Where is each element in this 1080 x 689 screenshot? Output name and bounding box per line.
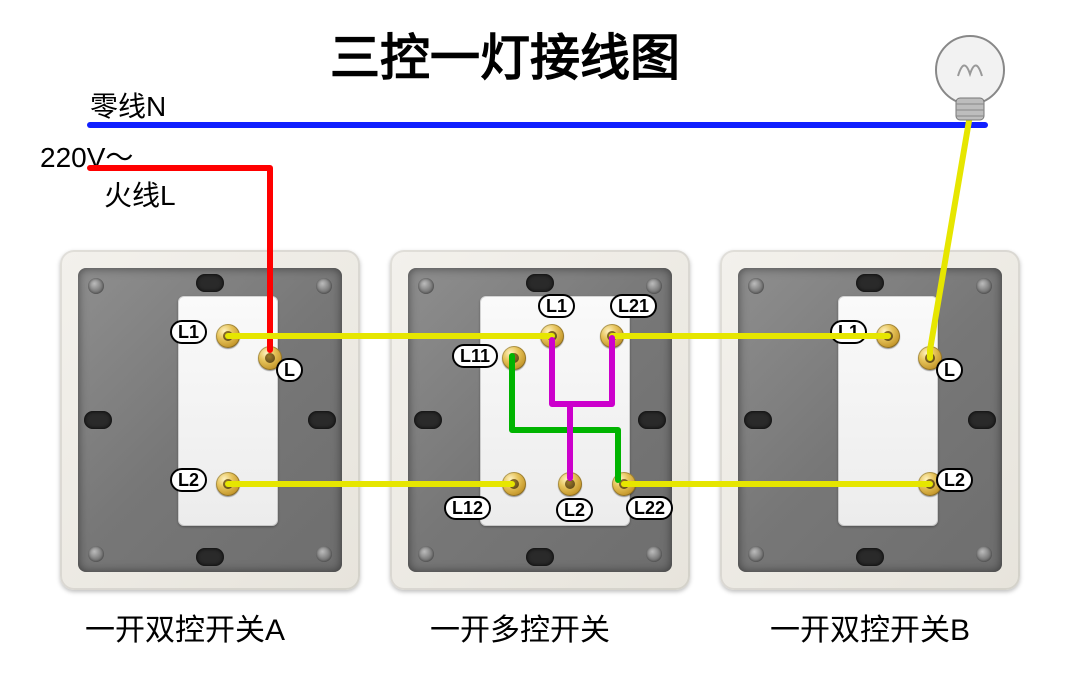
switch-M: L11 L1 L21 L12 L2 L22 (390, 250, 690, 590)
switch-A-mount-hole (308, 411, 336, 429)
terminal-M-L12 (502, 472, 526, 496)
switch-B-mount-hole (968, 411, 996, 429)
switch-M-mount-hole (414, 411, 442, 429)
switch-A-screw (316, 546, 332, 562)
terminal-label-B-L1: L1 (830, 320, 867, 344)
switch-A: L1 L L2 (60, 250, 360, 590)
label-neutral: 零线N (90, 85, 166, 125)
label-live: 火线L (104, 174, 176, 214)
switch-B-screw (748, 546, 764, 562)
switch-B-mount-hole (744, 411, 772, 429)
label-captionB: 一开双控开关B (770, 605, 970, 649)
switch-M-screw (418, 546, 434, 562)
terminal-M-L22 (612, 472, 636, 496)
label-captionM: 一开多控开关 (430, 605, 610, 649)
terminal-label-M-L2: L2 (556, 498, 593, 522)
switch-A-mount-hole (196, 274, 224, 292)
terminal-B-L1 (876, 324, 900, 348)
terminal-M-L21 (600, 324, 624, 348)
bulb-icon (936, 36, 1004, 120)
terminal-label-A-L: L (276, 358, 303, 382)
switch-M-screw (418, 278, 434, 294)
switch-B: L1 L L2 (720, 250, 1020, 590)
label-voltage: 220V～ (40, 136, 133, 176)
terminal-A-L2 (216, 472, 240, 496)
switch-B-screw (976, 278, 992, 294)
switch-A-screw (316, 278, 332, 294)
switch-B-mount-hole (856, 274, 884, 292)
switch-M-mount-hole (638, 411, 666, 429)
terminal-label-M-L1: L1 (538, 294, 575, 318)
switch-M-screw (646, 546, 662, 562)
terminal-A-L1 (216, 324, 240, 348)
terminal-label-M-L11: L11 (452, 344, 498, 368)
switch-B-mount-hole (856, 548, 884, 566)
terminal-label-M-L12: L12 (444, 496, 491, 520)
terminal-label-A-L2: L2 (170, 468, 207, 492)
terminal-label-B-L2: L2 (936, 468, 973, 492)
terminal-label-B-L: L (936, 358, 963, 382)
label-captionA: 一开双控开关A (85, 605, 285, 649)
switch-A-mount-hole (84, 411, 112, 429)
switch-A-screw (88, 278, 104, 294)
switch-M-mount-hole (526, 274, 554, 292)
switch-B-screw (748, 278, 764, 294)
switch-M-mount-hole (526, 548, 554, 566)
switch-A-mount-hole (196, 548, 224, 566)
terminal-M-L1 (540, 324, 564, 348)
diagram-title: 三控一灯接线图 (330, 18, 680, 90)
switch-B-screw (976, 546, 992, 562)
terminal-label-A-L1: L1 (170, 320, 207, 344)
terminal-label-M-L21: L21 (610, 294, 657, 318)
switch-A-screw (88, 546, 104, 562)
terminal-M-L11 (502, 346, 526, 370)
switch-M-screw (646, 278, 662, 294)
terminal-M-L2 (558, 472, 582, 496)
terminal-label-M-L22: L22 (626, 496, 673, 520)
